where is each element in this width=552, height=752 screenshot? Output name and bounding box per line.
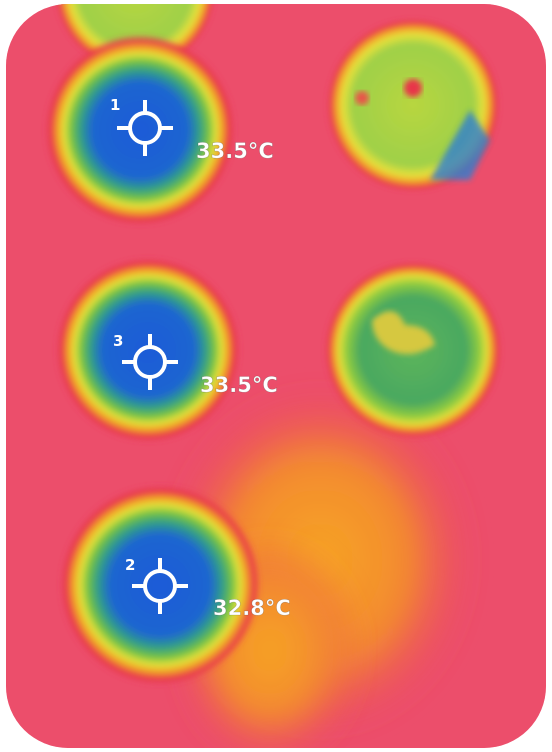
marker-temperature: 32.8°C — [213, 596, 291, 620]
marker-temperature: 33.5°C — [196, 139, 274, 163]
marker-label: 1 — [110, 96, 120, 114]
crosshair — [117, 100, 173, 156]
marker-temperature: 33.5°C — [200, 373, 278, 397]
crosshairs — [117, 100, 188, 614]
crosshair — [122, 334, 178, 390]
crosshair — [132, 558, 188, 614]
marker-label: 3 — [113, 332, 123, 350]
marker-label: 2 — [125, 556, 135, 574]
